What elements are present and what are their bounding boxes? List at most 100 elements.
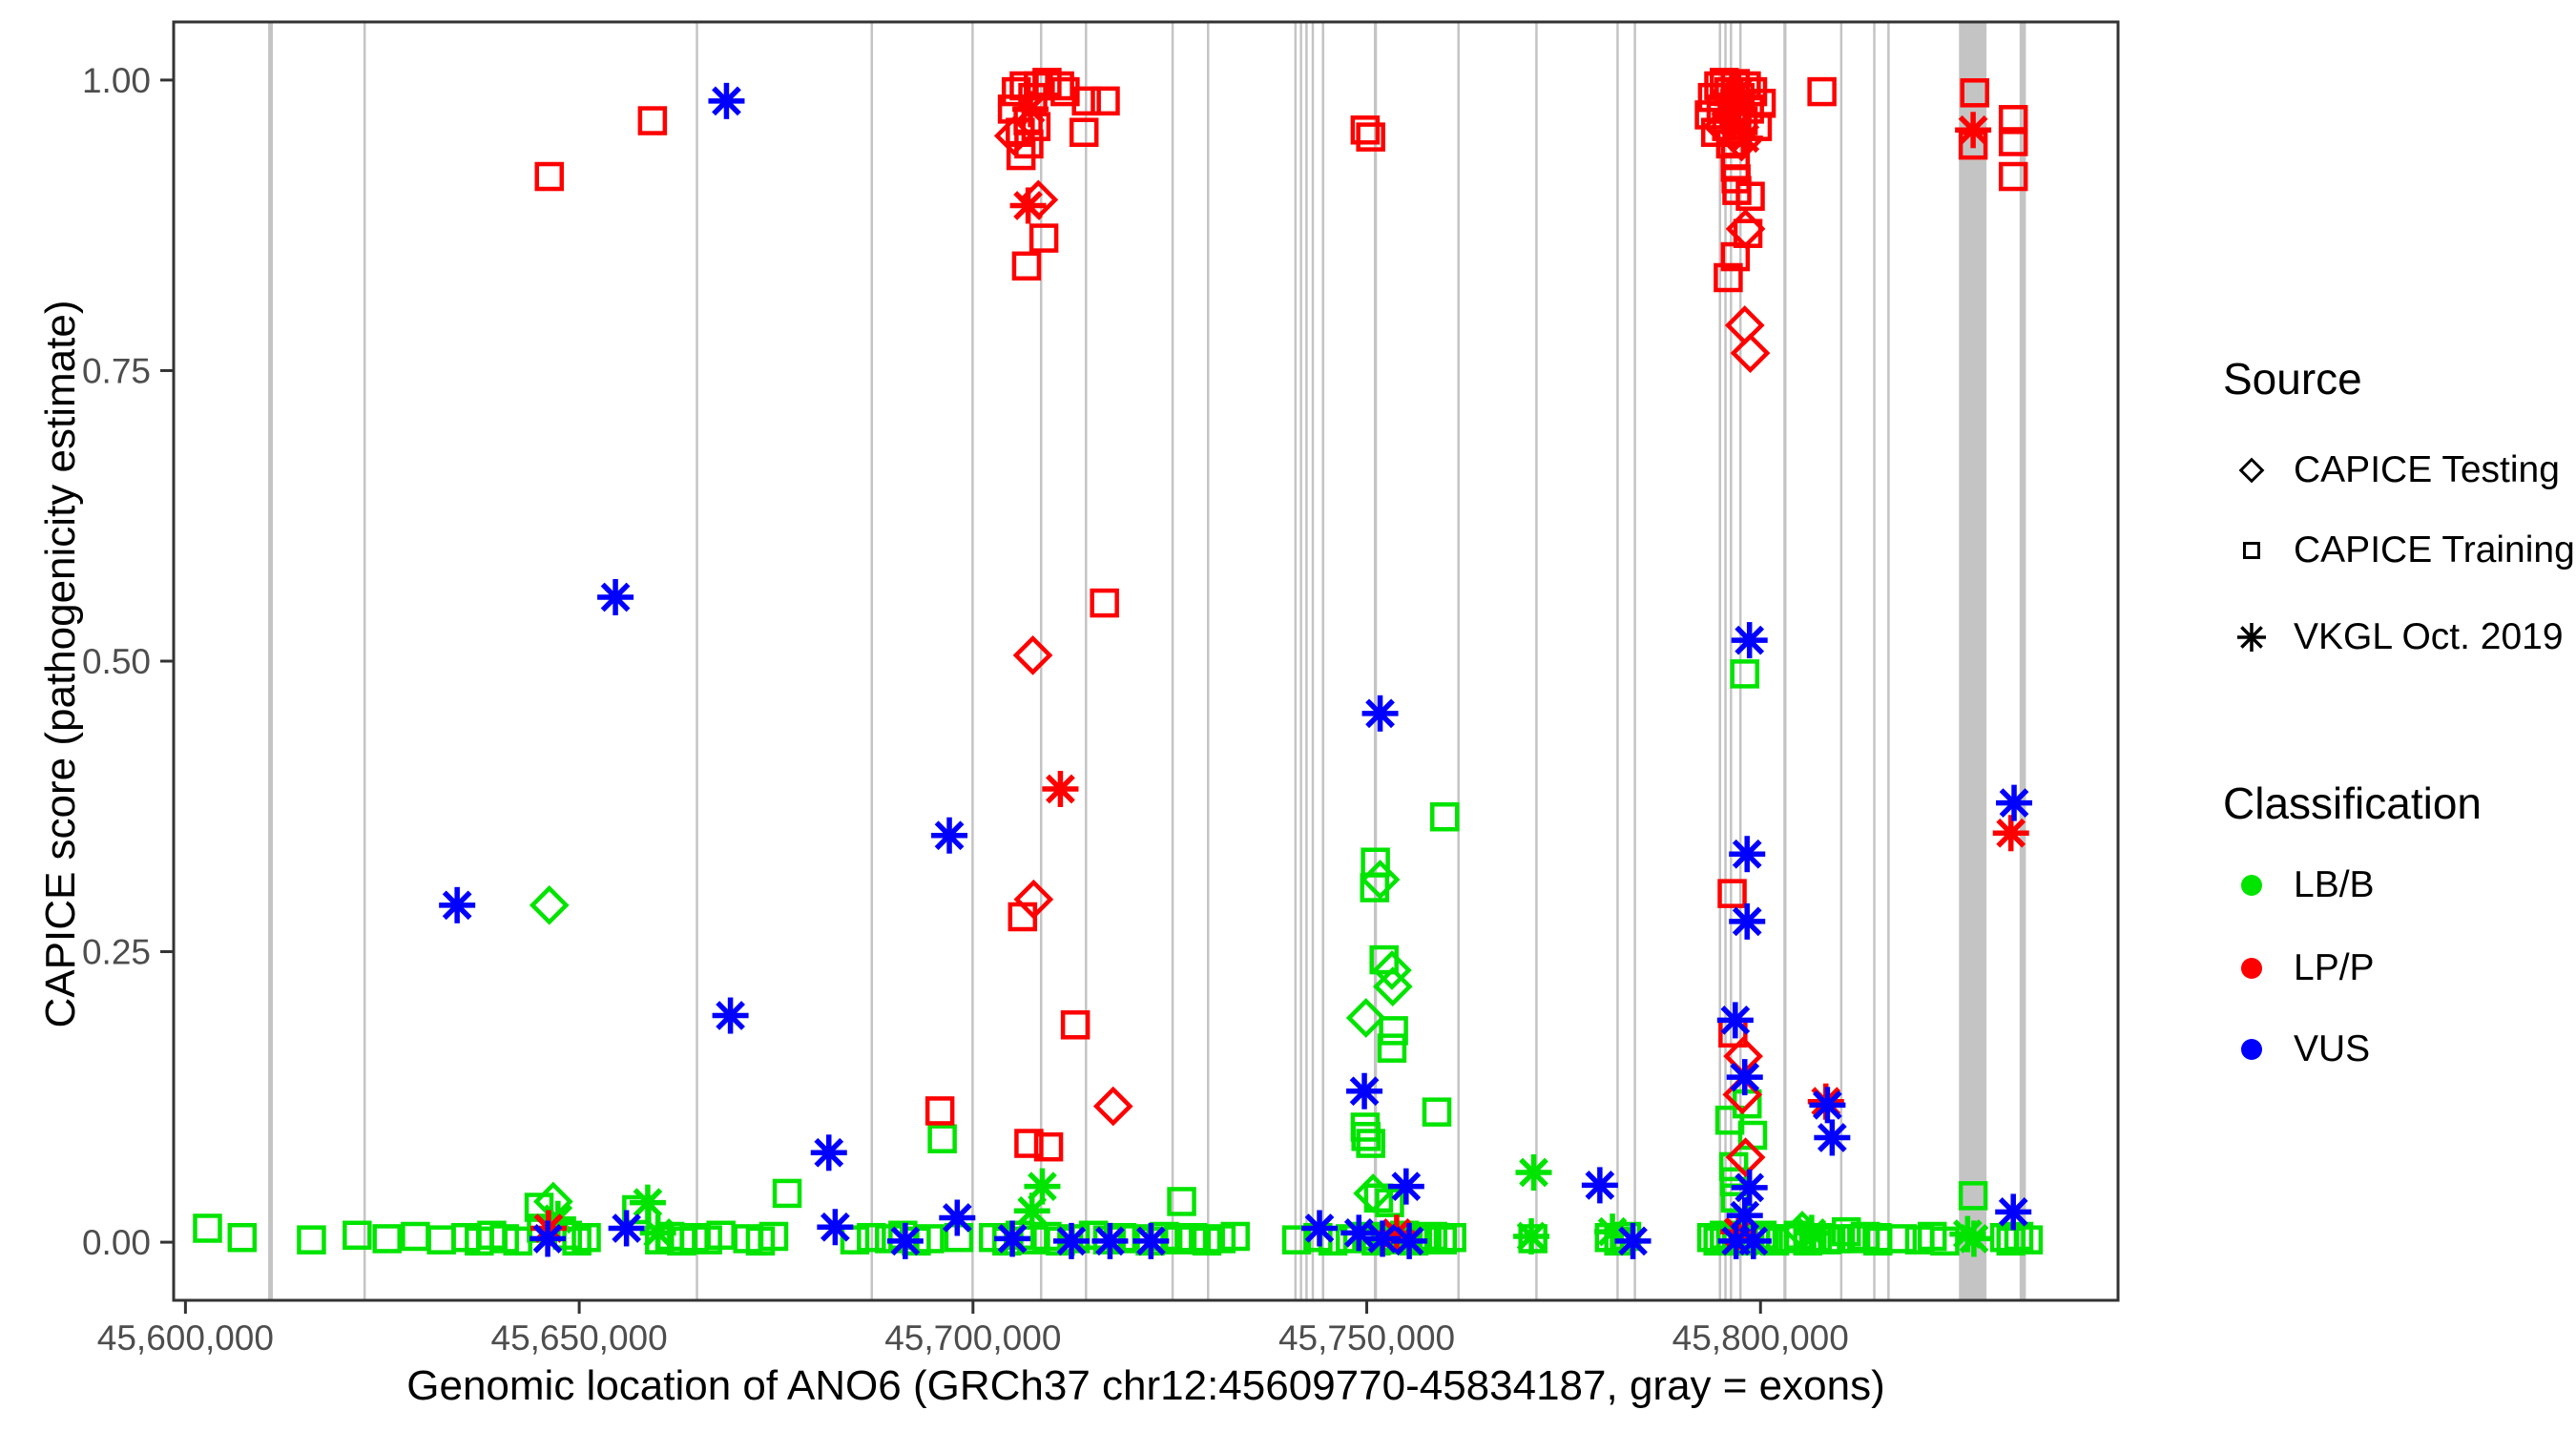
exon-band xyxy=(1085,22,1088,1300)
square-icon xyxy=(2223,522,2280,579)
data-point xyxy=(1346,1072,1383,1110)
data-point xyxy=(637,106,668,135)
data-point xyxy=(1014,1129,1044,1158)
exon-band xyxy=(1887,22,1890,1300)
data-point xyxy=(1012,91,1049,128)
data-point xyxy=(1345,998,1386,1038)
data-point xyxy=(1430,801,1460,832)
y-tick-label: 0.25 xyxy=(82,933,151,972)
data-point xyxy=(758,1221,789,1252)
asterisk-icon xyxy=(2223,609,2280,666)
exon-band xyxy=(1457,22,1460,1300)
data-point xyxy=(1427,1225,1458,1255)
exon-band xyxy=(1311,22,1315,1300)
data-point xyxy=(529,884,570,925)
data-point xyxy=(426,1225,456,1255)
data-point xyxy=(1008,902,1038,932)
data-point xyxy=(1717,879,1747,908)
data-point xyxy=(1725,1137,1766,1178)
data-point xyxy=(1350,115,1381,145)
data-point xyxy=(1714,262,1743,293)
data-point xyxy=(439,886,476,923)
data-point xyxy=(1018,179,1059,220)
legend-source-title: Source xyxy=(2223,354,2362,404)
legend-item-vus: VUS xyxy=(2223,1021,2370,1078)
legend-item-capice-training: CAPICE Training xyxy=(2223,522,2575,579)
data-point xyxy=(1353,1173,1393,1213)
data-point xyxy=(1729,902,1766,940)
data-point xyxy=(994,1220,1031,1257)
exon-band xyxy=(1373,22,1378,1300)
y-tick-label: 0.00 xyxy=(82,1223,151,1262)
data-point xyxy=(1594,1222,1625,1253)
data-point xyxy=(1774,1224,1804,1254)
data-point xyxy=(1052,1222,1090,1259)
y-tick-label: 0.50 xyxy=(82,642,151,681)
data-point xyxy=(1814,1119,1851,1156)
data-point xyxy=(193,1213,222,1243)
exon-band xyxy=(363,22,366,1300)
x-tick-label: 45,600,000 xyxy=(97,1318,274,1358)
exon-band xyxy=(1171,22,1174,1300)
data-point xyxy=(1995,1193,2032,1231)
data-point xyxy=(1992,815,2029,852)
data-point xyxy=(1515,1154,1552,1191)
data-point xyxy=(533,1181,573,1222)
data-point xyxy=(645,1225,675,1255)
legend-item-label: LP/P xyxy=(2294,947,2375,988)
data-point xyxy=(1351,1121,1381,1151)
exon-band xyxy=(870,22,874,1300)
exon-band xyxy=(1633,22,1636,1300)
data-point xyxy=(772,1178,802,1209)
data-point xyxy=(924,1096,955,1126)
data-point xyxy=(1802,1222,1832,1253)
data-point xyxy=(931,817,968,854)
exon-band xyxy=(1321,22,1324,1300)
axis-ticks: 45,600,000 45,650,000 45,700,000 45,750,000… xyxy=(82,61,1849,1358)
data-point xyxy=(2004,1221,2034,1252)
data-point xyxy=(1998,105,2028,135)
data-point xyxy=(1783,1220,1814,1251)
x-tick-label: 45,650,000 xyxy=(491,1318,668,1358)
exon-band xyxy=(1839,22,1843,1300)
legend-item-label: VUS xyxy=(2294,1028,2371,1069)
legend-item-capice-testing: CAPICE Testing xyxy=(2223,442,2560,499)
data-point xyxy=(1090,588,1119,618)
data-point xyxy=(1720,73,1757,111)
x-axis-title: Genomic location of ANO6 (GRCh37 chr12:4… xyxy=(406,1362,1885,1409)
exon-band xyxy=(1294,22,1298,1300)
data-point xyxy=(1518,1224,1548,1254)
data-point xyxy=(1807,76,1837,107)
data-point xyxy=(1840,1224,1871,1254)
legend-classification-title: Classification xyxy=(2223,778,2482,828)
exon-band xyxy=(971,22,974,1300)
data-point xyxy=(1958,130,1988,160)
data-point xyxy=(1167,1187,1196,1216)
data-point xyxy=(1071,86,1101,116)
data-point xyxy=(1391,1222,1428,1259)
data-point xyxy=(1387,1168,1424,1205)
data-point xyxy=(1060,1010,1091,1040)
exon-band xyxy=(1616,22,1619,1300)
data-point xyxy=(1132,1222,1170,1259)
exon-band xyxy=(1783,22,1787,1300)
exon-band xyxy=(1305,22,1308,1300)
x-tick-label: 45,700,000 xyxy=(884,1318,1061,1358)
data-point xyxy=(401,1221,430,1252)
exon-band xyxy=(1724,22,1727,1300)
data-point xyxy=(1958,1181,1988,1211)
exon-band xyxy=(696,22,698,1300)
exon-band xyxy=(268,22,274,1300)
data-point xyxy=(297,1225,326,1255)
data-point xyxy=(1356,1129,1385,1158)
data-point xyxy=(608,1210,645,1247)
exon-band xyxy=(1535,22,1538,1300)
data-point xyxy=(372,1224,402,1254)
legend-item-vkgl: VKGL Oct. 2019 xyxy=(2223,609,2564,666)
data-point xyxy=(840,1225,870,1255)
exon-band xyxy=(1959,22,1987,1300)
data-point xyxy=(817,1209,854,1246)
data-point xyxy=(708,82,745,119)
data-point xyxy=(1042,771,1079,807)
data-point xyxy=(1721,121,1762,162)
